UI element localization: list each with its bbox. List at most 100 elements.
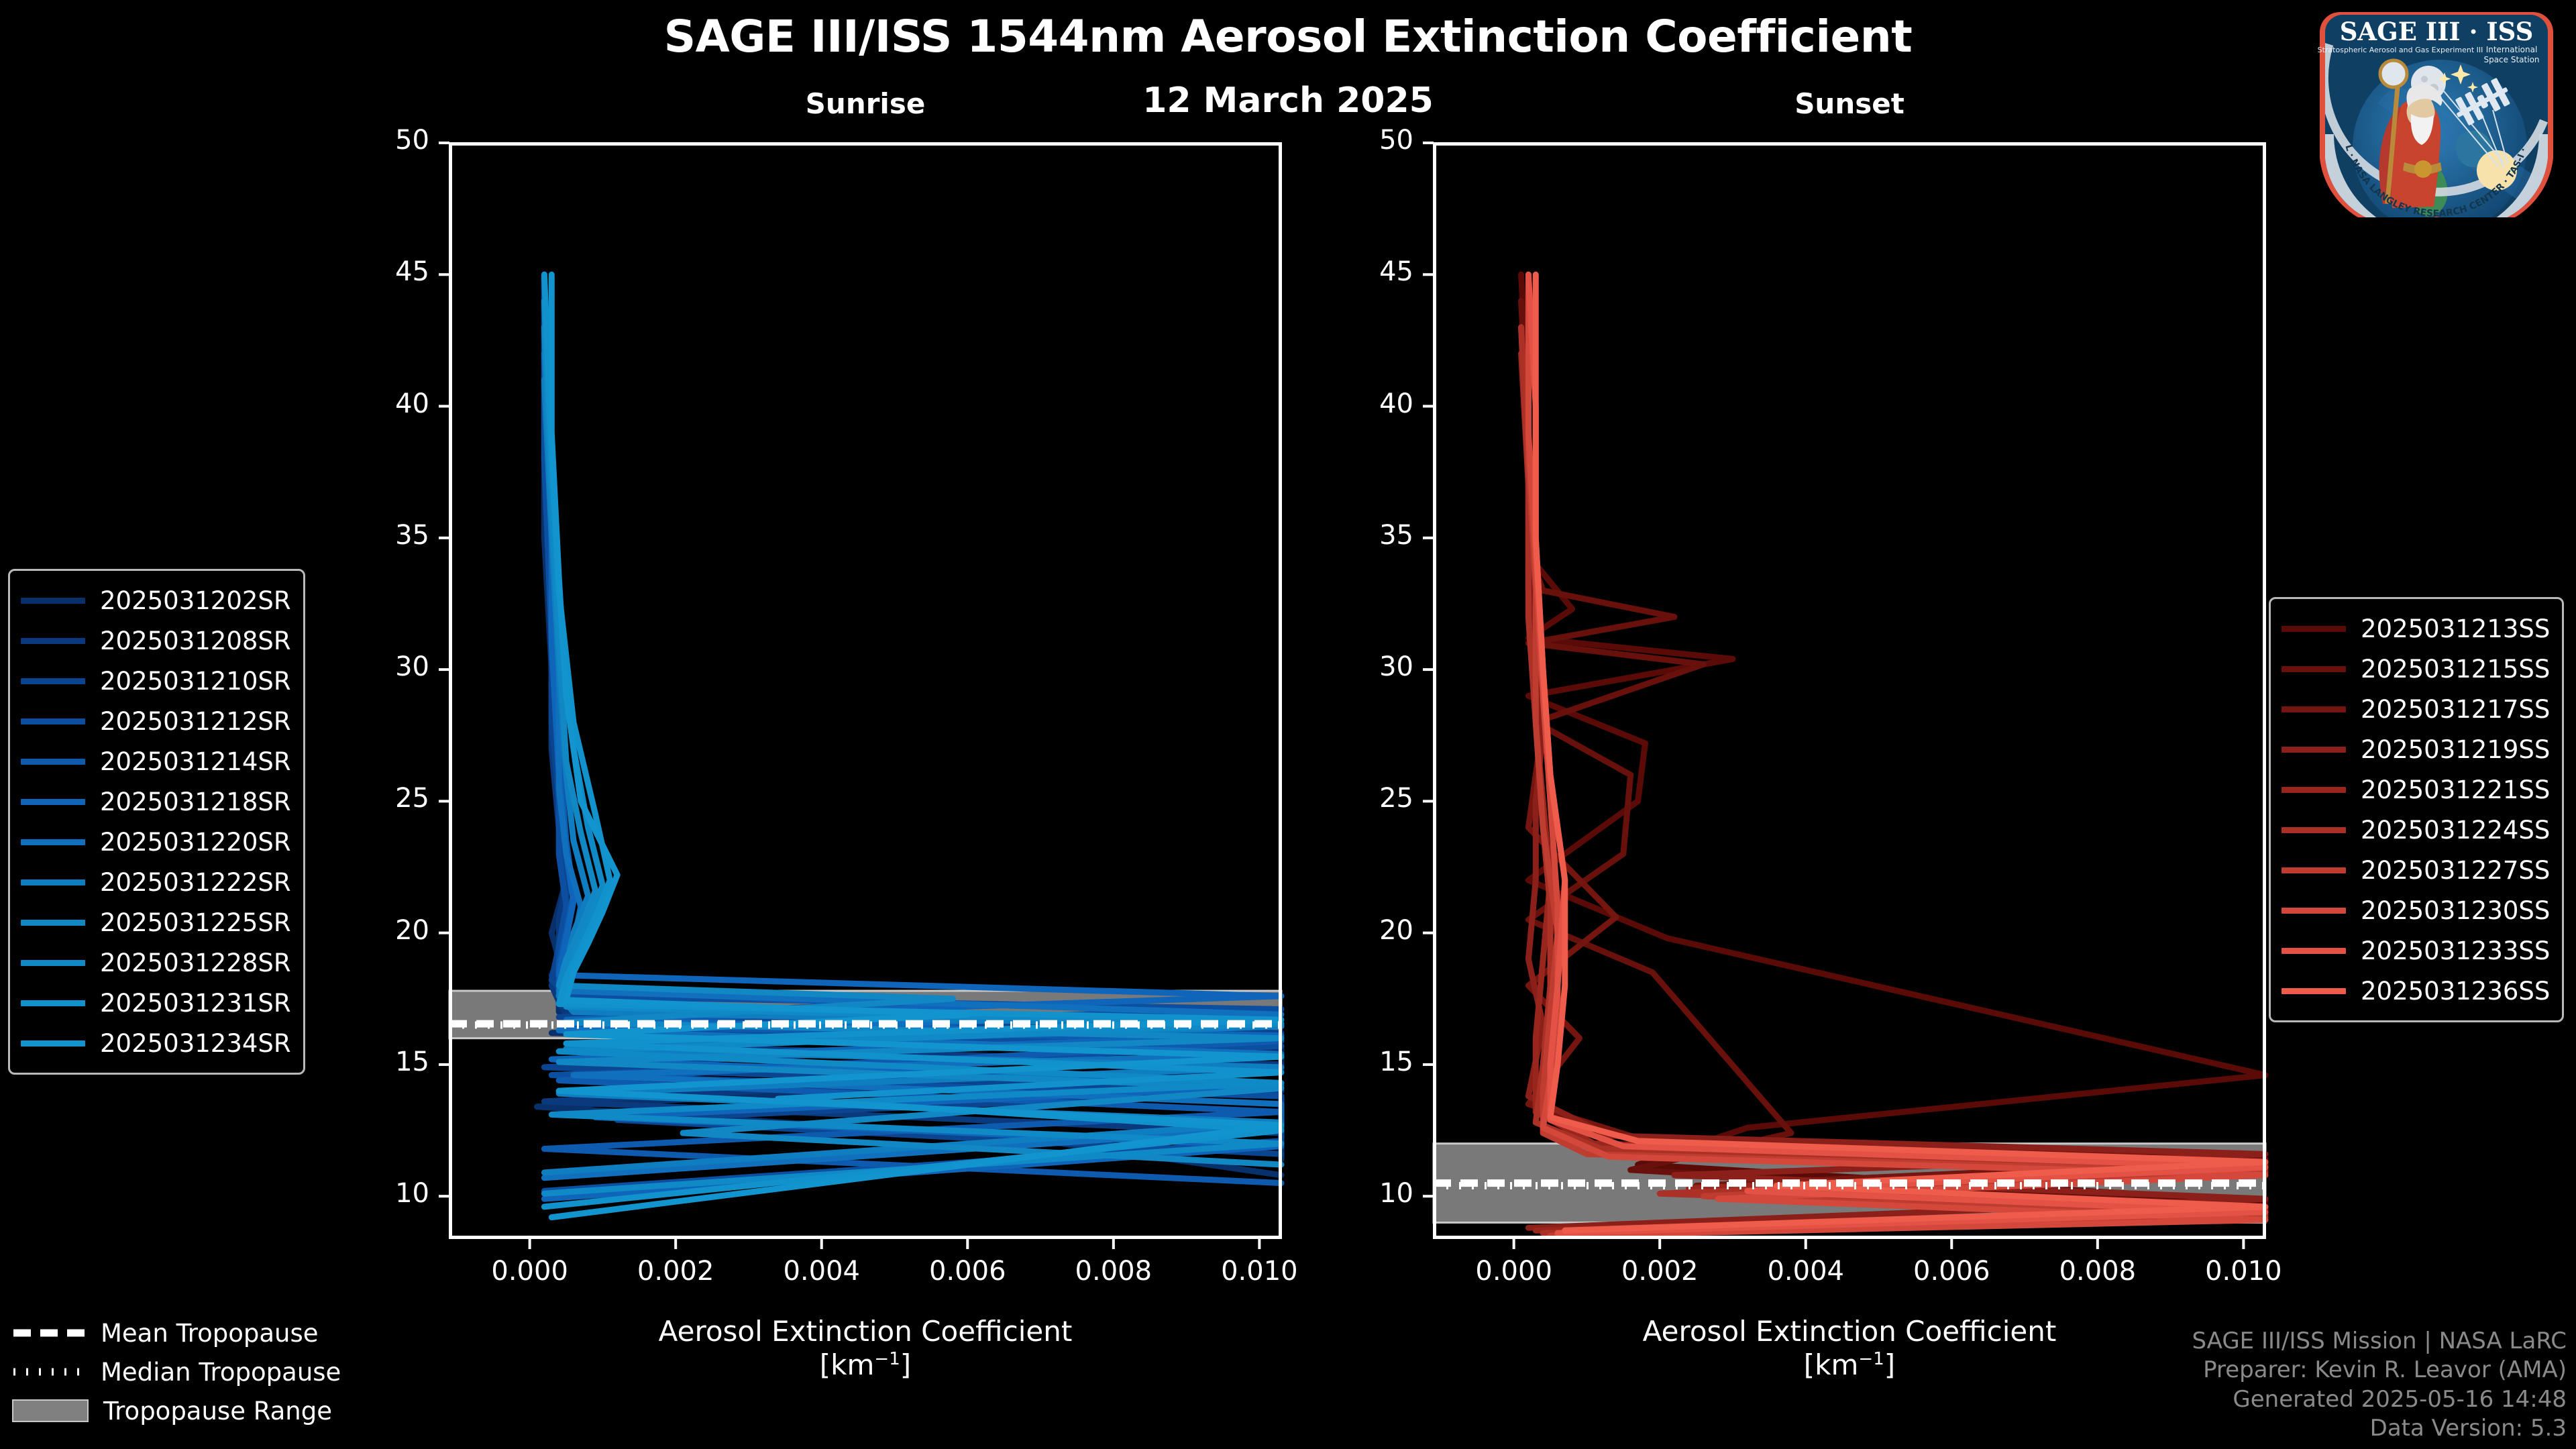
x-axis-unit: [km−1] [1803,1348,1896,1381]
y-tick-label: 20 [395,914,429,946]
legend-color-swatch [21,758,85,765]
legend-sunrise-item[interactable]: 2025031234SR [21,1023,291,1063]
y-tick-label: 25 [395,783,429,814]
figure-subtitle: 12 March 2025 [1142,80,1434,121]
legend-label: 2025031225SR [100,908,291,937]
legend-sunrise-item[interactable]: 2025031218SR [21,782,291,822]
y-tick-label: 10 [1379,1178,1413,1210]
legend-label: 2025031221SS [2361,775,2551,804]
legend-sunrise-item[interactable]: 2025031231SR [21,983,291,1023]
legend-color-swatch [2282,625,2346,632]
legend-color-swatch [2282,826,2346,833]
legend-sunrise-item[interactable]: 2025031228SR [21,943,291,983]
legend-label: 2025031234SR [100,1028,291,1058]
legend-label: Median Tropopause [101,1357,341,1387]
series-line [541,324,1285,1202]
x-tick-label: 0.008 [1075,1256,1152,1287]
legend-color-swatch [21,798,85,805]
y-tick-label: 50 [1379,125,1413,156]
y-tick-label: 25 [1379,783,1413,814]
chart-sunrise [439,142,1285,1249]
y-tick-label: 35 [395,519,429,551]
x-axis-label-text: Aerosol Extinction Coefficient [1642,1315,2057,1348]
legend-label: 2025031214SR [100,747,291,776]
legend-label: 2025031220SR [100,827,291,857]
x-tick-label: 0.006 [929,1256,1006,1287]
legend-label: 2025031212SR [100,706,291,736]
legend-tropopause[interactable]: Mean Tropopause Median Tropopause Tropopau… [12,1313,341,1430]
legend-label: 2025031210SR [100,666,291,696]
legend-label: 2025031219SS [2361,735,2551,764]
legend-label: 2025031222SR [100,867,291,897]
legend-tropopause-item[interactable]: Tropopause Range [12,1391,341,1430]
legend-label: 2025031217SS [2361,694,2551,724]
legend-tropopause-item[interactable]: Median Tropopause [12,1352,341,1391]
y-tick-label: 35 [1379,519,1413,551]
legend-label: 2025031233SS [2361,936,2551,965]
legend-color-swatch [2282,786,2346,793]
chart-sunset [1423,142,2269,1249]
legend-color-swatch [21,959,85,966]
legend-sunset-item[interactable]: 2025031217SS [2282,689,2550,729]
x-axis-label-sunrise: Aerosol Extinction Coefficient [km−1] [449,1315,1281,1381]
legend-sunrise-item[interactable]: 2025031220SR [21,822,291,862]
y-tick-label: 15 [1379,1046,1413,1077]
legend-sunrise-item[interactable]: 2025031202SR [21,580,291,621]
legend-sunset-item[interactable]: 2025031219SS [2282,729,2550,769]
x-tick-label: 0.004 [1767,1256,1844,1287]
legend-color-swatch [21,839,85,845]
y-tick-label: 45 [1379,256,1413,288]
legend-color-swatch [21,1000,85,1006]
logo-subtitle-right-1: International [2486,45,2538,54]
legend-color-swatch [2282,867,2346,873]
page-title: SAGE III/ISS 1544nm Aerosol Extinction C… [663,11,1913,62]
legend-sunrise-item[interactable]: 2025031222SR [21,862,291,902]
legend-sunrise-item[interactable]: 2025031210SR [21,661,291,701]
legend-sunset[interactable]: 2025031213SS 2025031215SS 2025031217SS 2025… [2269,597,2565,1022]
credit-generated: Generated 2025-05-16 14:48 [2233,1385,2567,1413]
panel-title-sunrise: Sunrise [805,87,926,120]
legend-label: 2025031227SS [2361,855,2551,885]
legend-label: 2025031215SS [2361,654,2551,684]
legend-sunset-item[interactable]: 2025031224SS [2282,810,2550,850]
x-tick-label: 0.002 [1621,1256,1699,1287]
legend-label: 2025031228SR [100,948,291,977]
x-axis-label-sunset: Aerosol Extinction Coefficient [km−1] [1434,1315,2265,1381]
legend-label: 2025031231SR [100,988,291,1018]
series-line [548,271,1285,1221]
y-tick-label: 30 [395,651,429,683]
legend-tropopause-item[interactable]: Mean Tropopause [12,1313,341,1352]
legend-color-swatch [2282,947,2346,954]
x-tick-label: 0.002 [637,1256,714,1287]
legend-sunset-item[interactable]: 2025031230SS [2282,890,2550,930]
sage-iii-iss-logo: SAGE III · ISS Stratospheric Aerosol and… [2299,0,2571,229]
legend-label: 2025031224SS [2361,815,2551,845]
x-axis-label-text: Aerosol Extinction Coefficient [658,1315,1073,1348]
legend-sunrise-item[interactable]: 2025031208SR [21,621,291,661]
x-tick-label: 0.008 [2059,1256,2137,1287]
legend-sunset-item[interactable]: 2025031213SS [2282,608,2550,649]
legend-sunset-item[interactable]: 2025031221SS [2282,769,2550,810]
legend-sunrise[interactable]: 2025031202SR 2025031208SR 2025031210SR 2025… [8,569,305,1075]
x-tick-label: 0.010 [2205,1256,2282,1287]
legend-color-swatch [21,1040,85,1046]
legend-color-swatch [21,919,85,926]
legend-sunset-item[interactable]: 2025031227SS [2282,850,2550,890]
legend-sunset-item[interactable]: 2025031236SS [2282,971,2550,1011]
x-tick-label: 0.004 [783,1256,860,1287]
x-tick-label: 0.000 [1475,1256,1552,1287]
legend-label: Mean Tropopause [101,1318,319,1348]
y-tick-label: 50 [395,125,429,156]
legend-sunset-item[interactable]: 2025031233SS [2282,930,2550,971]
legend-sunset-item[interactable]: 2025031215SS [2282,649,2550,689]
panel-title-sunset: Sunset [1794,87,1904,120]
legend-sunrise-item[interactable]: 2025031225SR [21,902,291,943]
mean-tropopause-swatch [12,1326,86,1340]
legend-sunrise-item[interactable]: 2025031214SR [21,741,291,782]
series-line [1532,271,2269,1234]
legend-color-swatch [2282,987,2346,994]
credits-block: SAGE III/ISS Mission | NASA LaRC Prepare… [2192,1327,2567,1444]
logo-subtitle-right-2: Space Station [2483,55,2539,64]
legend-sunrise-item[interactable]: 2025031212SR [21,701,291,741]
